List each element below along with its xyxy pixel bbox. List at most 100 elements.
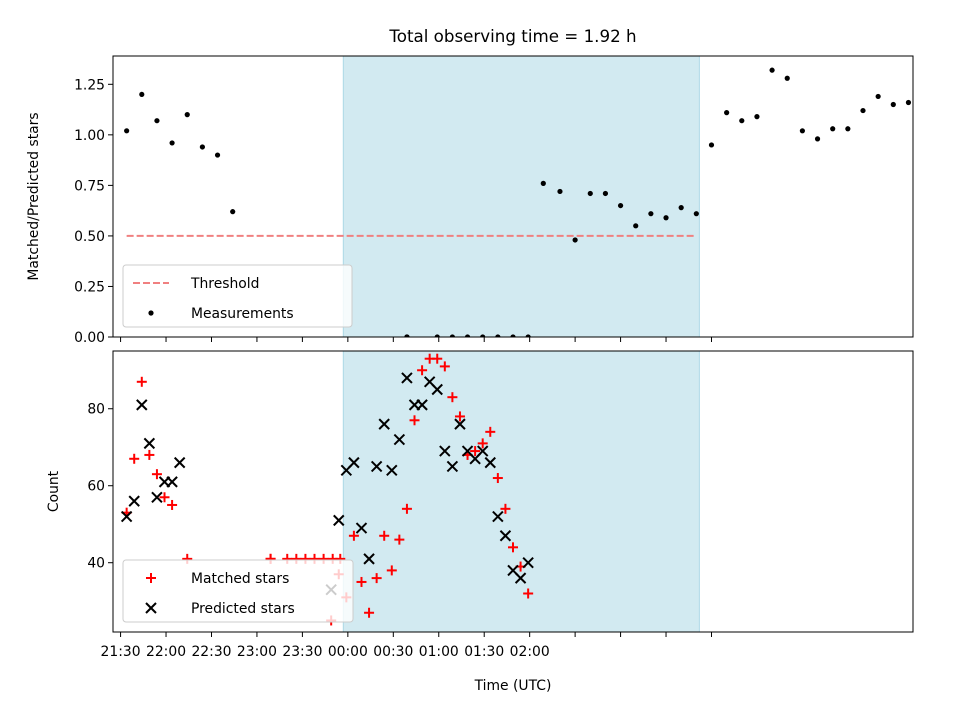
series-measurements	[124, 67, 912, 337]
data-point	[693, 211, 699, 217]
data-point	[404, 334, 410, 337]
data-point-plus	[364, 607, 375, 618]
x-tick-label: 01:00	[419, 644, 459, 660]
data-point-x	[454, 418, 466, 430]
data-point-x	[166, 476, 178, 488]
data-point-plus	[500, 503, 511, 514]
data-point-plus	[167, 499, 178, 510]
data-point	[633, 223, 639, 229]
data-point-x	[522, 557, 534, 569]
data-point	[495, 334, 501, 337]
x-tick-label: 00:30	[373, 644, 413, 660]
data-point	[587, 190, 593, 197]
data-point	[830, 126, 836, 132]
y-tick-label: 0.75	[74, 178, 105, 194]
data-point	[199, 144, 205, 150]
data-point	[540, 180, 546, 186]
data-point	[464, 334, 471, 337]
x-tick-label: 21:30	[101, 644, 141, 660]
series-predicted-stars	[120, 372, 534, 596]
data-point-x	[476, 445, 489, 457]
data-point-x	[499, 530, 512, 542]
y-axis-label: Matched/Predicted stars	[26, 112, 42, 280]
y-tick-label: 40	[87, 556, 105, 572]
data-point-plus	[151, 469, 162, 480]
plot-area	[120, 351, 700, 632]
data-point	[214, 152, 221, 158]
data-point	[184, 112, 190, 118]
data-point-x	[120, 510, 133, 523]
data-point	[602, 190, 609, 197]
data-point-plus	[409, 415, 420, 426]
legend-label: Threshold	[190, 276, 259, 292]
legend-box	[122, 559, 354, 623]
data-point	[230, 209, 236, 215]
y-tick-label: 80	[87, 402, 105, 418]
data-point-x	[136, 399, 148, 411]
data-point-plus	[508, 542, 518, 553]
x-tick-label: 23:00	[237, 644, 277, 660]
data-point	[739, 118, 745, 124]
data-point	[754, 114, 760, 120]
data-point-plus	[417, 365, 428, 376]
data-point	[557, 188, 563, 195]
data-point	[860, 107, 866, 114]
observing-window-shade	[342, 351, 700, 632]
data-point	[648, 211, 654, 217]
data-point	[769, 67, 775, 73]
bottom-axes-star-counts: 40 60 80 21:30 22:00 22:30 23:00 23:30 00:00 00:3…	[46, 350, 914, 694]
data-point-plus	[439, 361, 450, 372]
legend-label: Measurements	[191, 306, 294, 322]
x-axis-label: Time (UTC)	[474, 678, 552, 694]
y-tick-label: 1.00	[74, 128, 105, 144]
x-tick-label: 01:30	[464, 644, 504, 660]
data-point	[617, 202, 624, 209]
data-point-plus	[470, 446, 481, 457]
data-point-x	[355, 522, 368, 534]
y-tick-label: 0.25	[74, 279, 105, 295]
data-point-x	[333, 514, 345, 527]
data-point-x	[439, 445, 451, 457]
data-point-plus	[371, 573, 382, 584]
data-point	[708, 142, 715, 148]
data-point-x	[386, 464, 398, 477]
data-point-plus	[379, 530, 390, 541]
legend-box	[122, 264, 353, 328]
data-point-x	[348, 456, 360, 469]
plot-area	[124, 56, 912, 337]
chart-title: Total observing time = 1.92 h	[388, 26, 636, 46]
legend-label: Matched stars	[191, 571, 289, 587]
axes-frame	[112, 55, 914, 338]
data-point	[434, 334, 440, 337]
x-tick-label: 22:00	[146, 644, 186, 660]
data-point-plus	[386, 565, 397, 576]
data-point	[663, 215, 669, 221]
data-point	[890, 101, 896, 108]
y-tick-label: 0.50	[74, 229, 105, 245]
legend: Matched stars Predicted stars	[122, 559, 354, 623]
data-point	[845, 126, 851, 132]
data-point	[814, 136, 821, 142]
data-point-x	[393, 433, 406, 446]
data-point	[525, 334, 531, 337]
data-point	[799, 128, 805, 134]
data-point-plus	[454, 411, 465, 422]
data-point-x	[431, 383, 443, 396]
data-point	[678, 205, 684, 211]
data-point	[169, 140, 175, 146]
data-point-plus	[477, 438, 488, 449]
legend: Threshold Measurements	[122, 264, 353, 328]
data-point-plus	[401, 503, 412, 514]
axes-frame	[112, 350, 914, 633]
legend-label: Predicted stars	[191, 601, 295, 617]
data-point	[724, 110, 730, 116]
data-point	[510, 334, 516, 337]
data-point	[124, 128, 130, 134]
data-point-x	[128, 495, 140, 507]
data-point	[449, 334, 455, 337]
y-tick-label: 0.00	[74, 330, 105, 346]
data-point-plus	[348, 530, 359, 541]
data-point-plus	[136, 376, 147, 387]
data-point-plus	[485, 426, 496, 437]
